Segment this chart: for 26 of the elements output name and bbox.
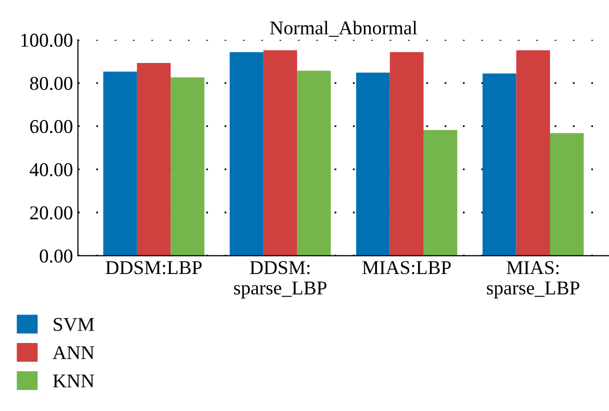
y-tick-label: 20.00 xyxy=(30,206,72,220)
legend-label: ANN xyxy=(52,346,94,360)
x-tick-label: MIAS:LBP xyxy=(362,261,451,274)
bar xyxy=(263,50,298,256)
y-tick-label: 60.00 xyxy=(30,120,72,134)
bar xyxy=(297,70,331,256)
bar xyxy=(136,62,171,256)
legend-label: KNN xyxy=(53,374,94,388)
x-tick-label: DDSM:LBP xyxy=(106,261,202,274)
bar xyxy=(103,72,137,256)
x-tick-label: MIAS: sparse_LBP xyxy=(486,261,580,298)
y-tick-label: 0.00 xyxy=(40,249,72,263)
y-tick-label: 100.00 xyxy=(21,34,72,47)
bar xyxy=(390,52,424,256)
bar xyxy=(356,72,390,256)
bar xyxy=(550,133,584,256)
bar xyxy=(516,50,550,256)
y-tick-label: 80.00 xyxy=(30,76,72,90)
bar xyxy=(230,52,264,256)
bar xyxy=(482,74,516,256)
y-tick-label: 40.00 xyxy=(30,163,72,176)
legend-label: SVM xyxy=(54,318,94,332)
bar xyxy=(170,77,204,256)
bar xyxy=(424,130,458,256)
x-tick-label: DDSM: sparse_LBP xyxy=(234,261,326,298)
chart-title: Normal_Abnormal xyxy=(270,20,418,37)
